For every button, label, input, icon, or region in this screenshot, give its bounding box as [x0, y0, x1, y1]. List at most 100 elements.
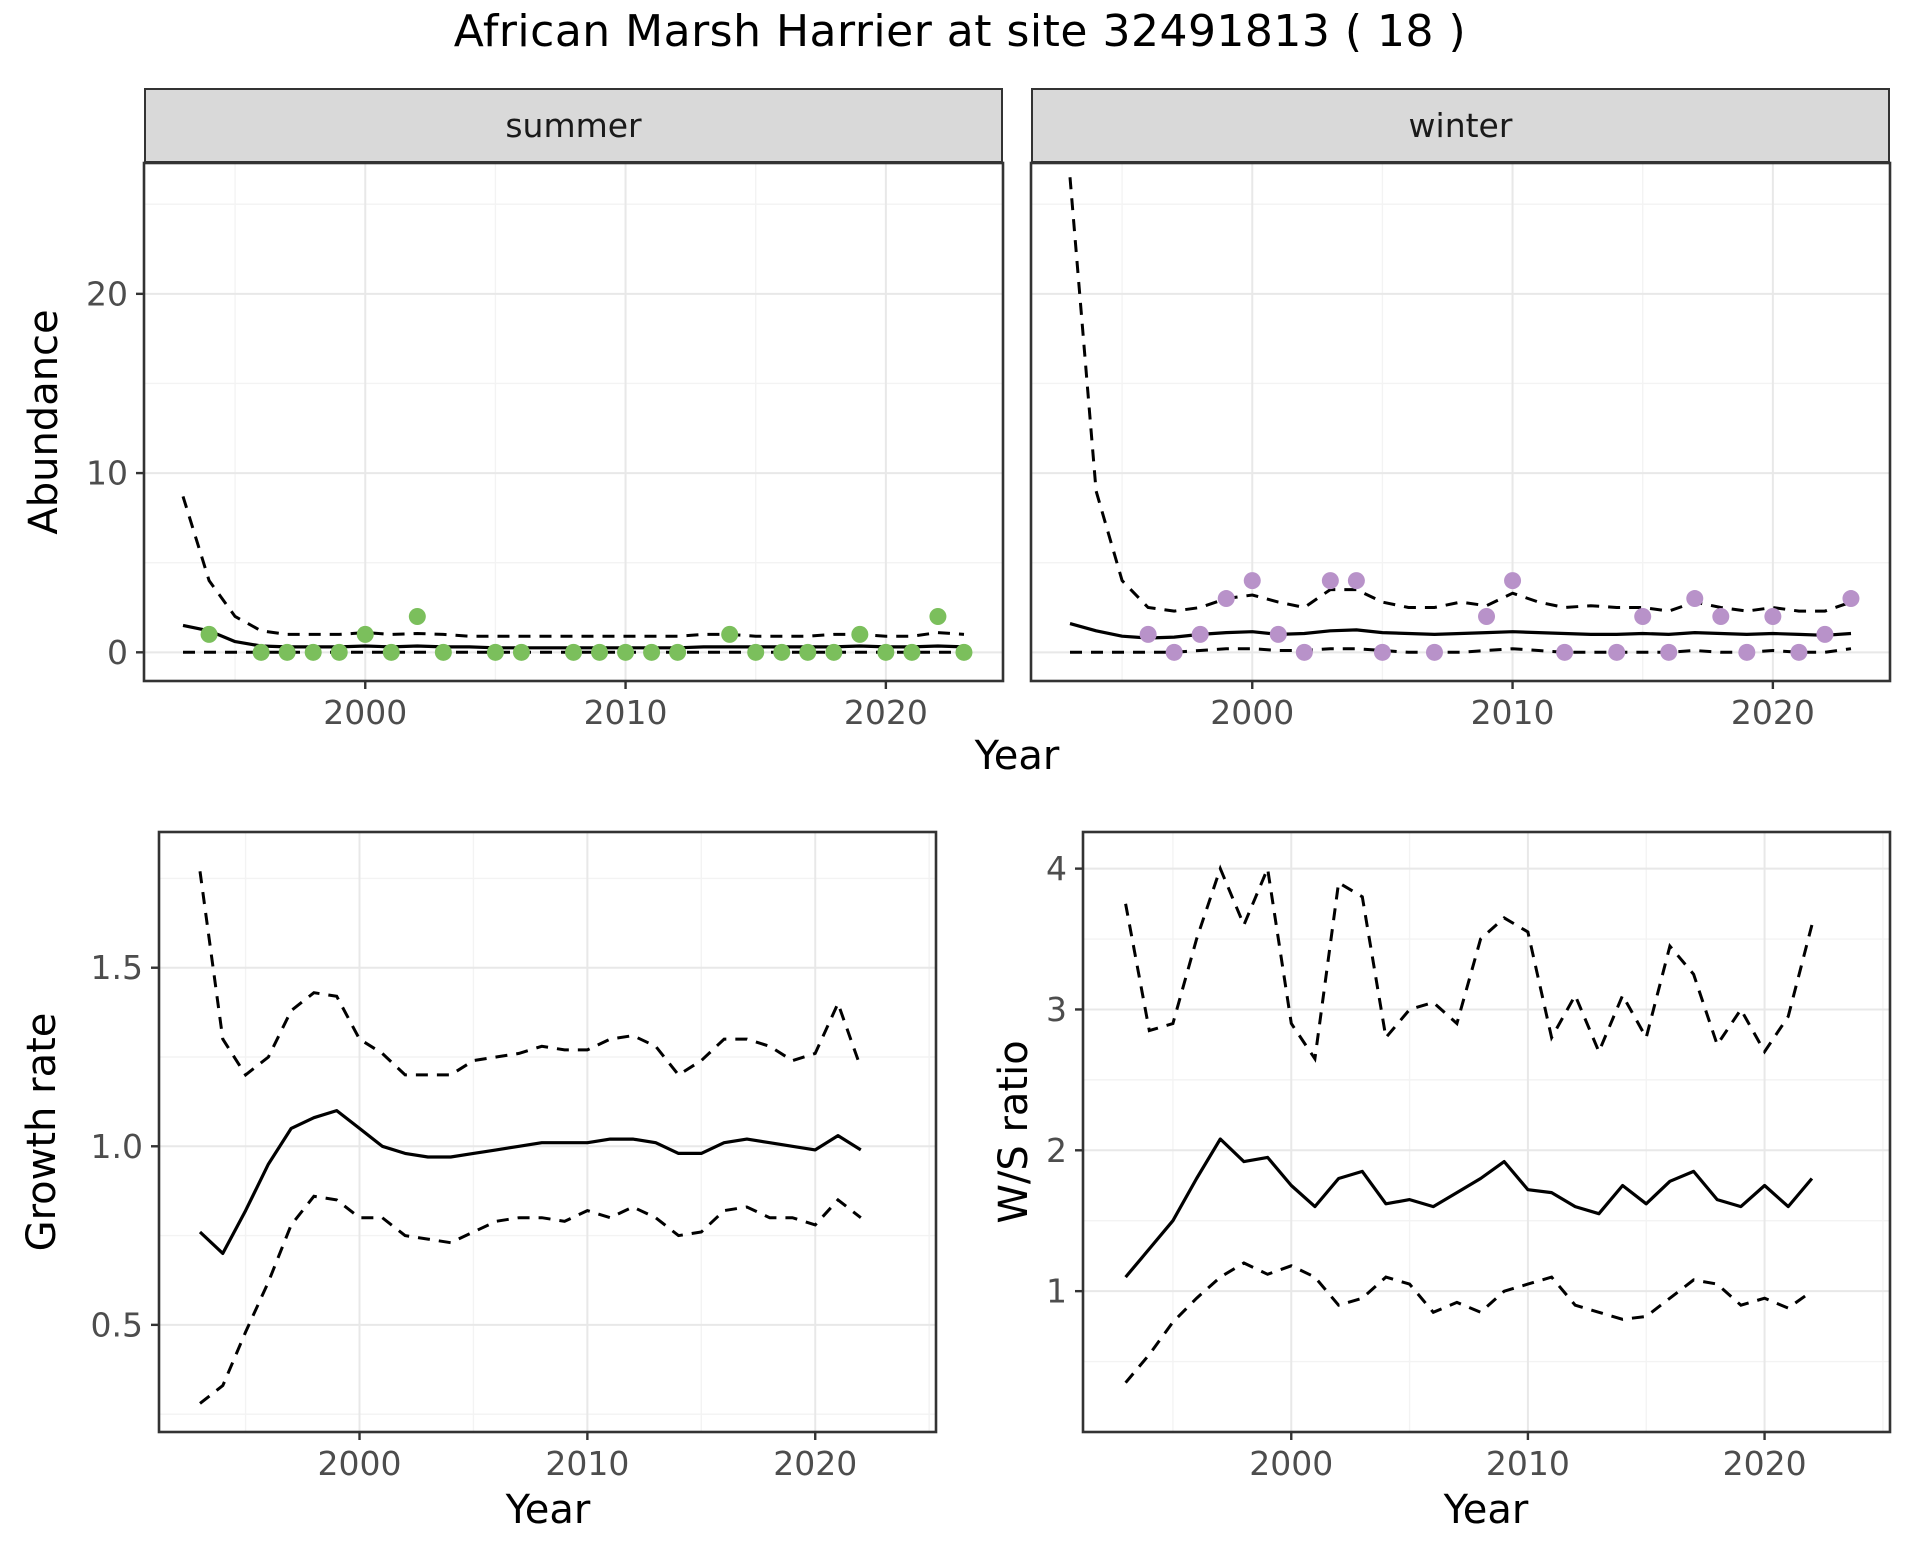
- data-marks: [1068, 177, 1860, 661]
- panel-ws: 2000 2010 2020 1 2 3 4: [1046, 830, 1892, 1483]
- y-tick-label: 20: [86, 274, 128, 313]
- x-tick-label: 2020: [773, 1444, 857, 1483]
- facet-label-winter: winter: [1408, 106, 1513, 145]
- data-point: [669, 643, 687, 661]
- y-tick-label: 1.0: [91, 1127, 143, 1166]
- panel-abundance_winter: 2000 2010 2020: [1029, 161, 1892, 732]
- data-point: [565, 643, 582, 661]
- grid-minor: [1083, 832, 1890, 1432]
- ci-lower-line: [1070, 647, 1852, 654]
- y-tick-label: 1.5: [91, 948, 143, 987]
- x-tick-label: 2020: [1723, 1444, 1807, 1483]
- y-axis-label-ws-ratio: W/S ratio: [991, 1040, 1037, 1224]
- y-tick-label: 0.5: [91, 1305, 143, 1344]
- data-point: [1373, 643, 1391, 661]
- grid-minor: [159, 832, 936, 1432]
- x-axis-ticks: 2000 2010 2020: [318, 1432, 857, 1483]
- facet-strip-summer: summer: [144, 88, 1003, 163]
- x-tick-label: 2020: [1731, 693, 1815, 732]
- data-point: [200, 625, 218, 643]
- data-point: [1816, 625, 1834, 643]
- data-point: [1321, 572, 1339, 590]
- data-point: [591, 643, 609, 661]
- panel-background: [1031, 163, 1890, 681]
- x-tick-label: 2020: [844, 693, 928, 732]
- x-tick-label: 2000: [323, 693, 407, 732]
- grid-major: [159, 832, 936, 1432]
- data-point: [617, 643, 635, 661]
- x-axis-ticks: 2000 2010 2020: [1249, 1432, 1807, 1483]
- data-point: [486, 643, 504, 661]
- ci-lower-line: [199, 1194, 862, 1405]
- panel-border: [1081, 830, 1892, 1434]
- data-point: [1738, 643, 1756, 661]
- fit-line: [198, 1108, 862, 1256]
- data-point: [252, 643, 270, 661]
- data-point: [1139, 625, 1157, 643]
- y-axis-ticks: 0 10 20: [86, 274, 144, 672]
- data-point: [1764, 607, 1782, 625]
- data-point: [877, 643, 895, 661]
- x-axis-label-year-growth: Year: [505, 1487, 591, 1533]
- data-marks: [198, 871, 863, 1405]
- chart-title: African Marsh Harrier at site 32491813 (…: [453, 6, 1467, 57]
- y-tick-label: 2: [1046, 1131, 1067, 1170]
- data-point: [1478, 607, 1496, 625]
- data-marks: [1124, 863, 1814, 1384]
- data-point: [1660, 643, 1678, 661]
- y-axis-label-abundance: Abundance: [21, 309, 67, 535]
- x-tick-label: 2000: [318, 1444, 402, 1483]
- x-tick-label: 2010: [1486, 1444, 1570, 1483]
- y-tick-label: 10: [86, 454, 128, 493]
- data-point: [929, 607, 947, 625]
- ci-upper-line: [1124, 863, 1814, 1063]
- y-axis-label-growth-rate: Growth rate: [19, 1012, 65, 1252]
- data-point: [356, 625, 374, 643]
- facet-label-summer: summer: [505, 106, 642, 145]
- x-axis-ticks: 2000 2010 2020: [1210, 681, 1815, 732]
- data-point: [382, 643, 400, 661]
- data-point: [773, 643, 791, 661]
- data-point: [1790, 643, 1808, 661]
- data-point: [721, 625, 739, 643]
- x-axis-ticks: 2000 2010 2020: [323, 681, 928, 732]
- y-axis-ticks: 1 2 3 4: [1046, 849, 1083, 1311]
- grid-minor: [144, 163, 1003, 681]
- observed-points: [1139, 572, 1860, 661]
- data-point: [747, 643, 765, 661]
- data-point: [1217, 590, 1235, 608]
- data-point: [1165, 643, 1183, 661]
- data-point: [1608, 643, 1626, 661]
- y-axis-ticks: 0.5 1.0 1.5: [91, 948, 159, 1344]
- x-axis-label-year-top: Year: [974, 733, 1060, 779]
- observed-points: [200, 607, 973, 661]
- y-tick-label: 1: [1046, 1272, 1067, 1311]
- data-point: [1634, 607, 1652, 625]
- ci-upper-line: [181, 495, 965, 638]
- panel-background: [1083, 832, 1890, 1432]
- data-point: [955, 643, 973, 661]
- panel-abundance_summer: 2000 2010 2020 0 10 20: [86, 161, 1005, 732]
- x-tick-label: 2000: [1210, 693, 1294, 732]
- data-point: [1347, 572, 1365, 590]
- data-point: [851, 625, 869, 643]
- x-tick-label: 2000: [1249, 1444, 1333, 1483]
- y-tick-label: 4: [1046, 849, 1067, 888]
- data-point: [1269, 625, 1287, 643]
- data-point: [1425, 643, 1443, 661]
- data-point: [1243, 572, 1261, 590]
- data-point: [1842, 590, 1860, 608]
- data-point: [1504, 572, 1522, 590]
- data-point: [643, 643, 661, 661]
- fit-line: [1124, 1137, 1814, 1279]
- data-point: [408, 607, 426, 625]
- data-point: [903, 643, 921, 661]
- panel-growth: 2000 2010 2020 0.5 1.0 1.5: [91, 830, 938, 1483]
- ci-upper-line: [198, 871, 863, 1078]
- facet-strip-winter: winter: [1031, 88, 1890, 163]
- y-tick-label: 0: [107, 633, 128, 672]
- grid-minor: [1031, 163, 1890, 681]
- panel-border: [157, 830, 938, 1434]
- data-point: [1295, 643, 1313, 661]
